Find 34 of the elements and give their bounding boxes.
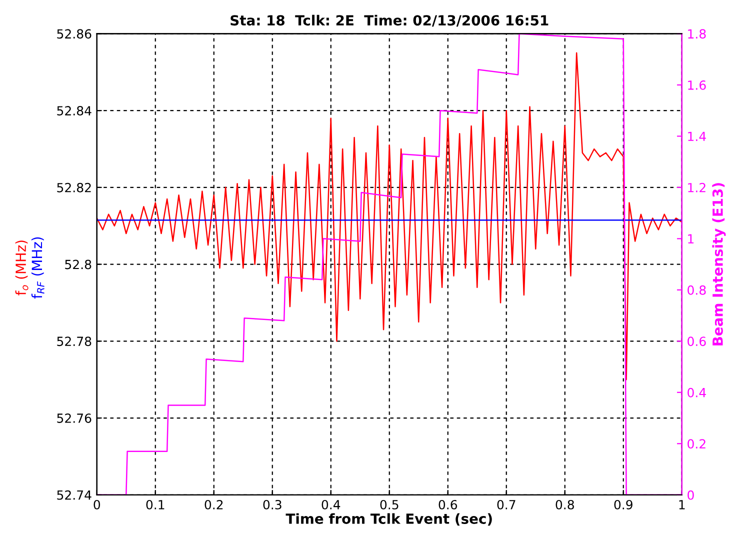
- x-tick-label: 0.6: [438, 500, 458, 510]
- x-tick-label: 0.4: [322, 500, 340, 510]
- x-tick-label: 1: [679, 500, 685, 510]
- chart-title: Sta: 18 Tclk: 2E Time: 02/13/2006 16:51: [230, 14, 548, 27]
- text: f$_{o}$ (MHz): [15, 240, 28, 296]
- y-tick-label: 52.74: [57, 490, 92, 500]
- y2-tick-label: 0.6: [688, 336, 706, 346]
- x-tick-label: 0.5: [380, 500, 398, 510]
- y2-tick-label: 1.2: [688, 182, 706, 192]
- y-tick-label: 52.78: [57, 336, 92, 346]
- x-axis-title: Time from Tclk Event (sec): [286, 513, 492, 526]
- line-series: [96, 52, 682, 380]
- y2-axis-title: Beam Intensity (E13): [712, 183, 726, 346]
- y2-tick-label: 0.2: [688, 439, 706, 449]
- y2-tick-label: 0.4: [688, 388, 706, 398]
- x-tick-label: 0.9: [614, 500, 632, 510]
- x-tick-label: 0.3: [263, 500, 282, 510]
- y-tick-label: 52.86: [57, 29, 92, 39]
- y-tick-label: 52.76: [57, 413, 92, 423]
- y2-tick-label: 1.4: [688, 132, 706, 141]
- x-tick-label: 0.7: [497, 500, 516, 510]
- x-tick-label: 0.8: [556, 500, 574, 510]
- x-tick-label: 0.2: [204, 500, 223, 510]
- text: f$_{RF}$ (MHz): [31, 237, 44, 299]
- y2-tick-label: 1.6: [688, 80, 706, 90]
- y2-tick-label: 0.8: [688, 285, 706, 295]
- y-tick-label: 52.8: [65, 260, 92, 270]
- x-tick-label: 0.1: [146, 500, 164, 510]
- y-tick-label: 52.84: [57, 106, 92, 116]
- y2-tick-label: 1.8: [688, 29, 706, 39]
- y2-tick-label: 1: [688, 234, 694, 244]
- x-tick-label: 0: [94, 500, 100, 510]
- y-tick-label: 52.82: [57, 182, 91, 192]
- y2-tick-label: 0: [688, 490, 694, 500]
